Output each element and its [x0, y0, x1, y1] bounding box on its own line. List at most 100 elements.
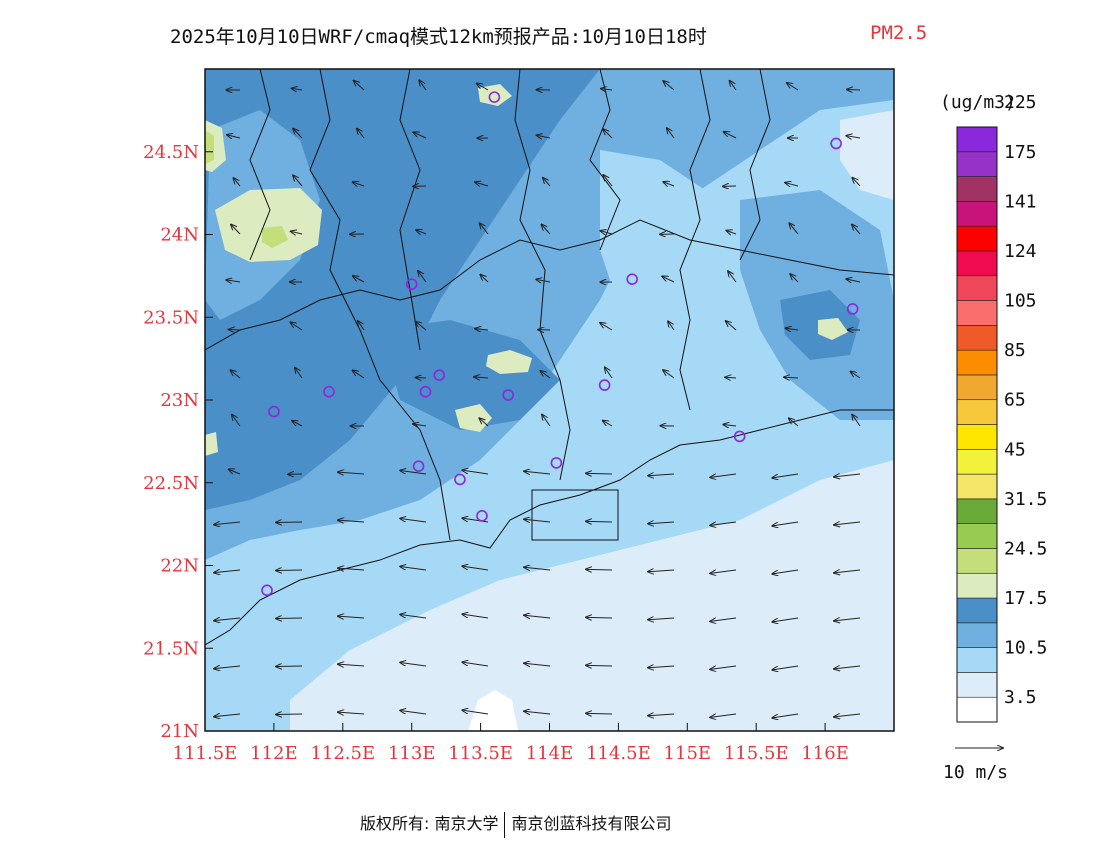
colorbar-swatch [956, 597, 998, 624]
wind-arrow [462, 662, 489, 667]
lon-tick-label: 116E [801, 743, 849, 764]
wind-arrow [290, 322, 303, 331]
wind-arrow [852, 225, 861, 235]
wind-arrow [524, 711, 551, 714]
wind-arrow [477, 84, 489, 91]
lat-tick-label: 21.5N [143, 638, 199, 659]
station-marker [433, 369, 446, 381]
wind-arrow [231, 225, 241, 235]
colorbar-label: 141 [1004, 191, 1037, 212]
wind-arrow [232, 415, 241, 427]
wind-arrow [772, 617, 799, 622]
colorbar-label: 31.5 [1004, 489, 1047, 510]
wind-arrow [418, 271, 427, 283]
wind-arrow [416, 230, 427, 234]
wind-arrow [413, 424, 427, 426]
station-marker [268, 405, 280, 418]
wind-arrow [586, 473, 613, 474]
wind-arrow [233, 178, 241, 187]
wind-arrow [462, 566, 489, 571]
lon-tick-label: 114E [526, 743, 574, 764]
colorbar-label: 65 [1004, 390, 1026, 411]
station-marker [550, 457, 563, 469]
wind-arrow [353, 182, 365, 186]
colorbar-swatch [956, 201, 998, 227]
wind-arrow [293, 129, 303, 139]
wind-arrow [400, 711, 427, 715]
wind-arrow [419, 80, 427, 91]
wind-arrow [292, 421, 303, 427]
wind-arrow [846, 279, 861, 282]
wind-arrow [728, 271, 737, 283]
wind-arrow [851, 372, 861, 379]
wind-arrow [586, 521, 613, 522]
wind-arrow [542, 415, 551, 427]
wind-arrow [586, 713, 613, 714]
colorbar: 3.5 10.5 17.5 24.5 31.5 45 65 85 105 124 141 175 225… [940, 92, 1047, 723]
wind-arrow [710, 569, 737, 573]
wind-arrow [214, 522, 241, 525]
variable-label: PM2.5 [870, 22, 928, 44]
wind-arrow [723, 424, 737, 426]
wind-arrow [648, 474, 675, 476]
wind-arrow [667, 128, 675, 139]
lon-tick-label: 112.5E [310, 743, 375, 764]
wind-arrow [214, 714, 241, 717]
station-marker [476, 510, 488, 522]
wind-arrow [291, 231, 303, 234]
wind-arrow [834, 666, 861, 669]
wind-arrow [603, 421, 613, 427]
wind-arrow [724, 132, 737, 139]
footer-separator [504, 811, 506, 838]
colorbar-label: 17.5 [1004, 588, 1047, 609]
colorbar-swatch [956, 325, 998, 351]
lon-tick-label: 115E [664, 743, 712, 764]
wind-arrow [227, 135, 241, 138]
wind-arrow [338, 616, 365, 618]
station-marker [419, 385, 432, 398]
wind-arrow [648, 618, 675, 620]
wind-arrow [480, 223, 489, 235]
wind-arrow [338, 520, 365, 522]
wind-arrow [725, 377, 737, 378]
wind-arrow [852, 178, 861, 187]
wind-arrow [852, 415, 861, 427]
station-marker [405, 278, 418, 290]
wind-arrow [338, 664, 365, 666]
wind-arrow [648, 666, 675, 668]
station-marker [412, 460, 425, 473]
wind-arrow [663, 182, 675, 186]
company-text: 南京创蓝科技有限公司 [511, 814, 672, 833]
colorbar-label: 124 [1004, 241, 1037, 262]
wind-arrow [600, 231, 613, 234]
lat-tick-label: 24N [160, 225, 199, 246]
copyright-text: 版权所有: 南京大学 [360, 814, 499, 833]
wind-arrow [536, 279, 551, 282]
wind-arrow [474, 377, 489, 378]
wind-legend: 10 m/s [943, 748, 1008, 783]
colorbar-label: 225 [1004, 92, 1037, 113]
wind-arrow [358, 321, 365, 331]
station-marker [261, 584, 273, 597]
wind-arrow [214, 618, 241, 621]
wind-arrow [772, 521, 799, 526]
wind-arrow [400, 471, 427, 475]
colorbar-swatch [956, 300, 998, 326]
colorbar-swatch [956, 622, 998, 648]
wind-arrow [726, 321, 737, 331]
wind-arrow [462, 614, 489, 619]
lon-tick-label: 111.5E [173, 743, 238, 764]
wind-arrow [600, 323, 613, 331]
wind-arrow [710, 617, 737, 621]
wind-arrow [479, 418, 489, 427]
wind-arrow [229, 329, 241, 330]
wind-arrow [834, 474, 861, 477]
wind-arrow [400, 567, 427, 571]
lat-tick-label: 22.5N [143, 473, 199, 494]
wind-arrow [663, 370, 675, 379]
colorbar-swatch [956, 151, 998, 177]
wind-arrow [787, 83, 799, 91]
lon-tick-label: 113.5E [448, 743, 513, 764]
wind-arrow [293, 175, 303, 187]
wind-arrow [834, 714, 861, 717]
